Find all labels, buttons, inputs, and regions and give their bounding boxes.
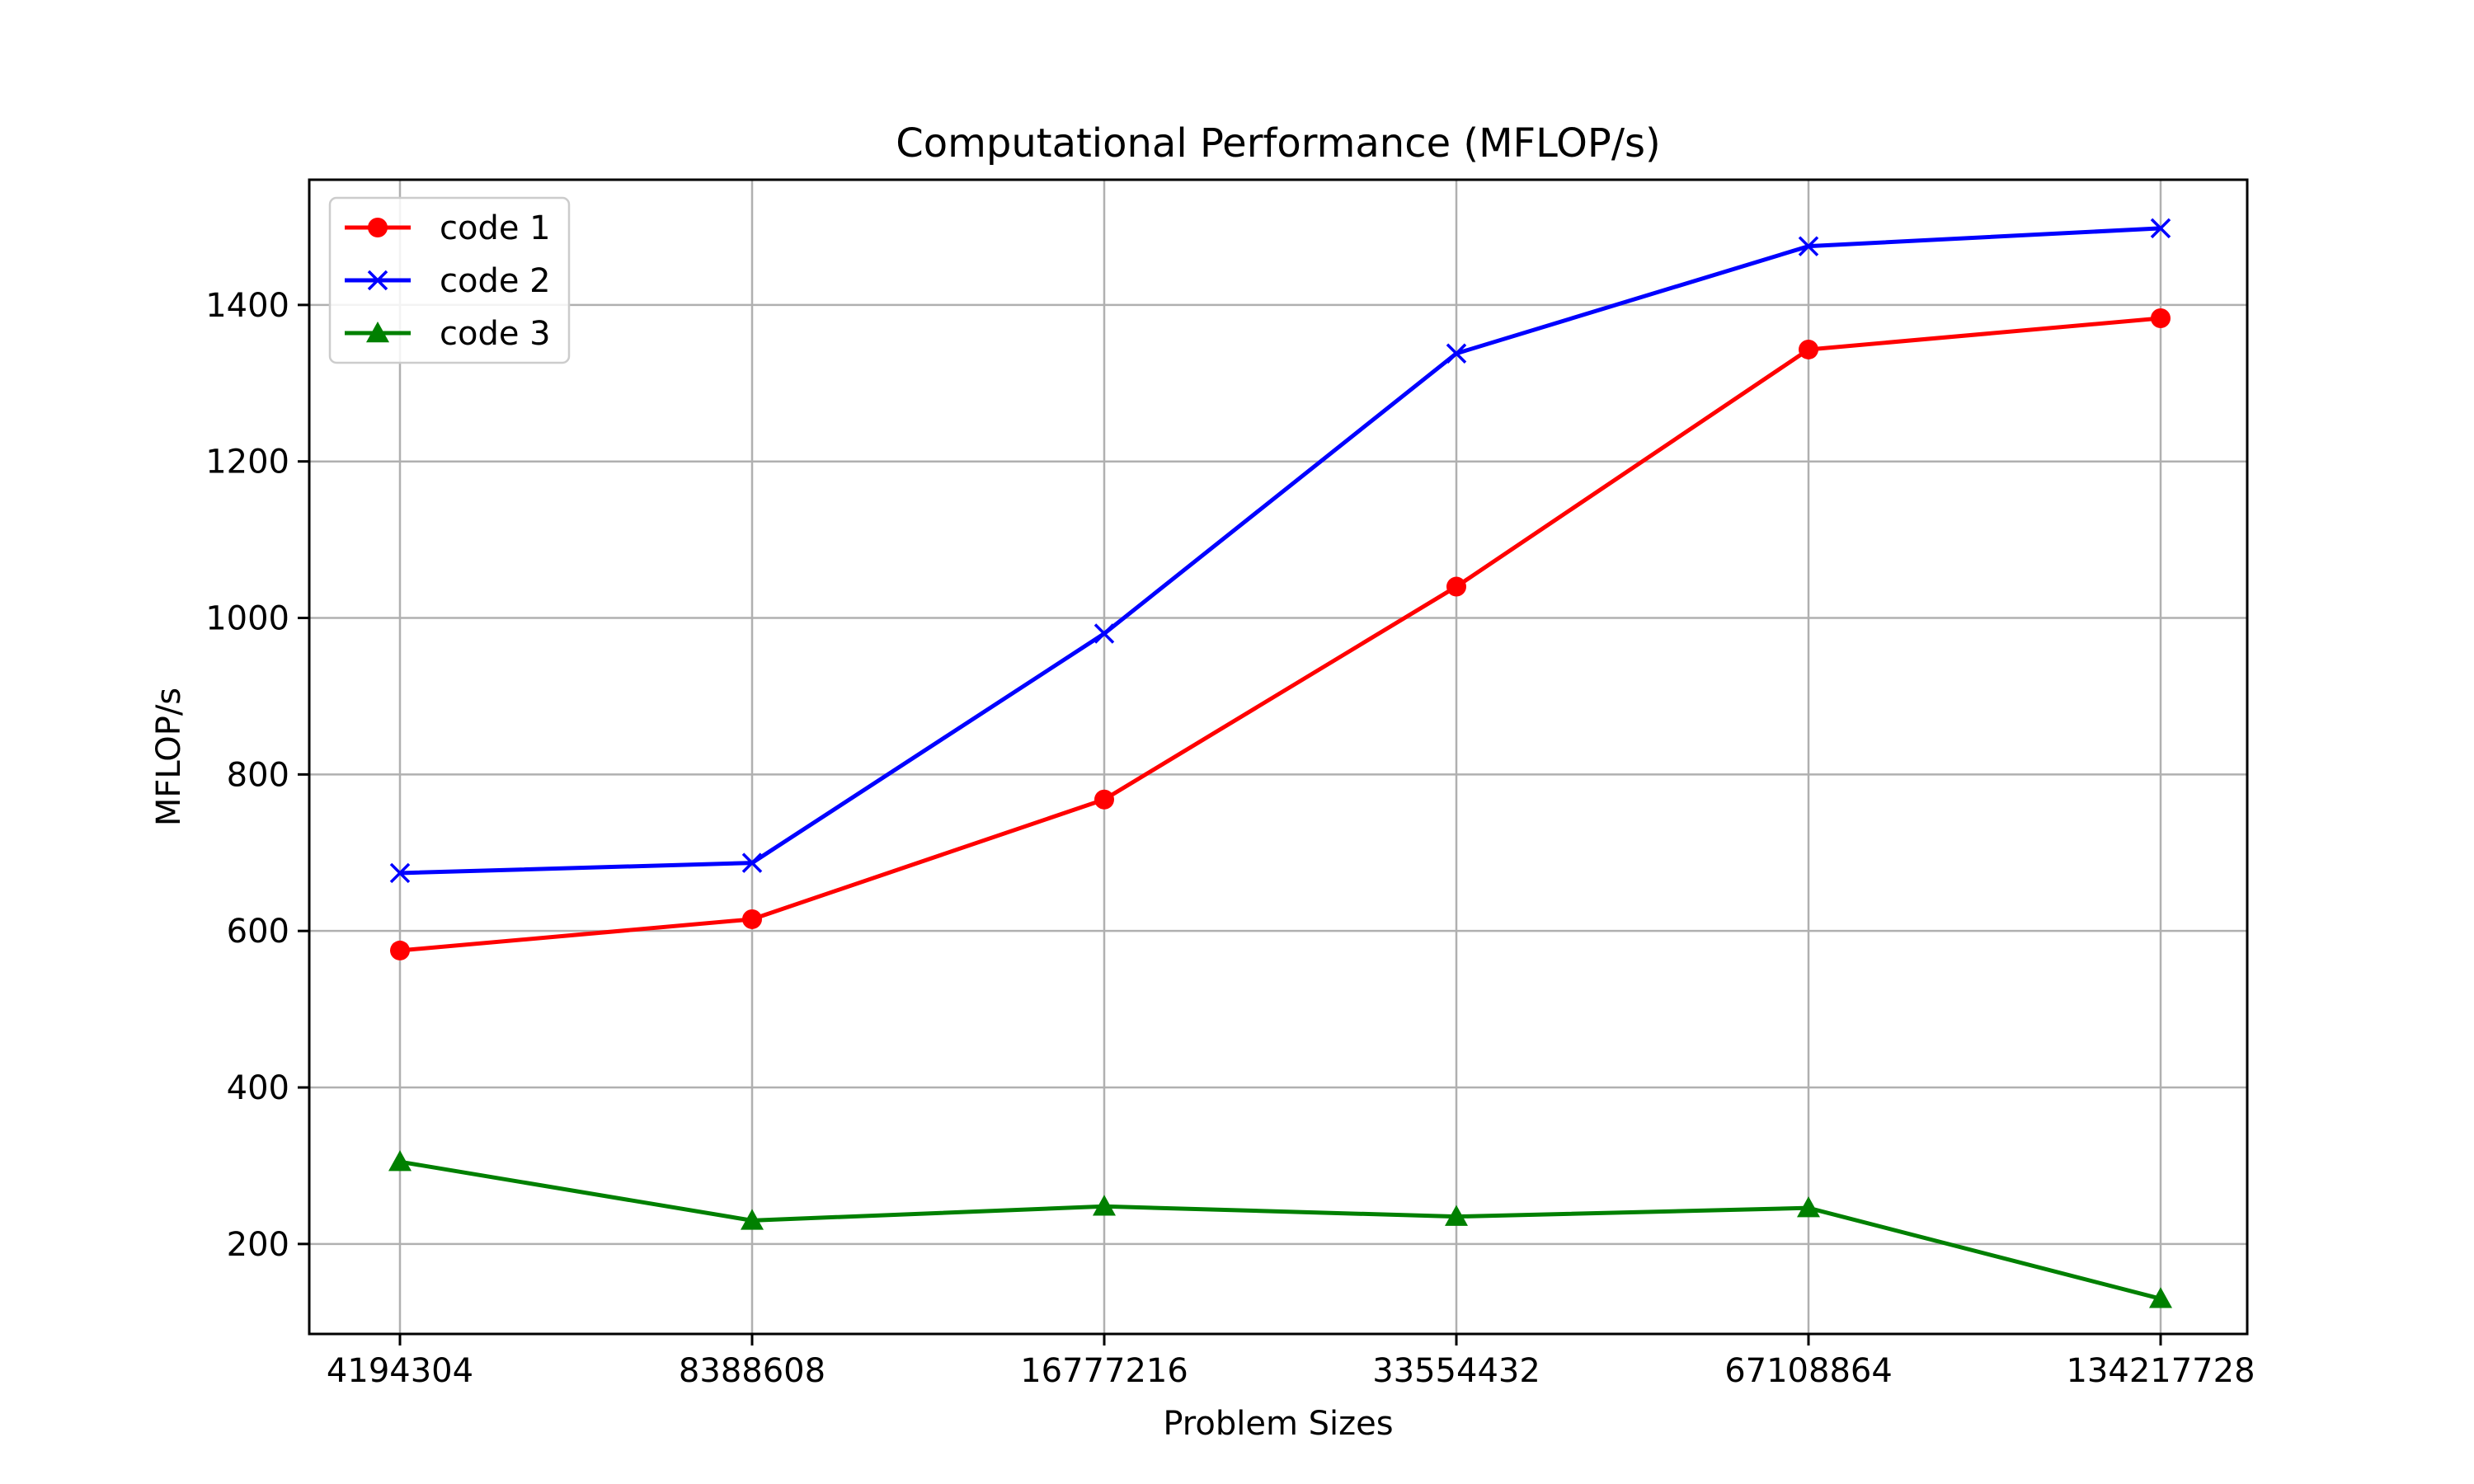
data-point xyxy=(1446,576,1466,597)
legend: code 1 code 2 code 3 xyxy=(328,196,571,364)
y-axis-label: MFLOP/s xyxy=(150,688,188,826)
series-code-2 xyxy=(389,218,2171,884)
data-point xyxy=(1093,1195,1116,1216)
data-point xyxy=(366,322,389,343)
x-tick-label: 134217728 xyxy=(2066,1352,2255,1390)
data-point xyxy=(1445,1205,1468,1226)
y-tick-label: 1200 xyxy=(205,444,289,481)
data-point xyxy=(1797,1196,1820,1218)
y-tick-label: 400 xyxy=(227,1069,289,1107)
series-line xyxy=(399,316,2161,953)
data-point xyxy=(1094,623,1115,644)
data-point xyxy=(741,852,763,873)
chart-title: Computational Performance (MFLOP/s) xyxy=(896,120,1661,167)
y-tick-label: 600 xyxy=(227,913,289,951)
x-tick-label: 33554432 xyxy=(1372,1352,1540,1390)
y-tick-label: 1000 xyxy=(205,600,289,638)
x-tick-label: 8388608 xyxy=(679,1352,825,1390)
data-point xyxy=(1446,343,1467,364)
legend-box xyxy=(328,196,571,364)
series-layer xyxy=(388,218,2172,1308)
y-tick-label: 800 xyxy=(227,756,289,794)
data-point xyxy=(2150,218,2171,239)
y-tick-label: 1400 xyxy=(205,287,289,325)
legend-item: code 3 xyxy=(345,315,551,353)
data-point xyxy=(2151,308,2171,328)
data-point xyxy=(388,1150,412,1172)
x-tick-label: 4194304 xyxy=(327,1352,473,1390)
data-point xyxy=(742,909,762,929)
data-point xyxy=(367,270,388,291)
data-point xyxy=(368,218,388,237)
legend-item: code 1 xyxy=(345,209,551,247)
y-tick-label: 200 xyxy=(227,1226,289,1264)
data-point xyxy=(741,1209,764,1230)
data-point xyxy=(1094,789,1114,810)
axis-ticks: 4194304 8388608 16777216 33554432 67108864 13… xyxy=(205,287,2255,1390)
data-point xyxy=(2149,1287,2172,1308)
series-code-3 xyxy=(388,1150,2172,1308)
series-line xyxy=(399,1159,2161,1301)
data-point xyxy=(390,940,410,960)
data-point xyxy=(1798,236,1819,256)
legend-label: code 1 xyxy=(440,209,551,247)
legend-label: code 3 xyxy=(440,315,551,353)
x-tick-label: 67108864 xyxy=(1724,1352,1893,1390)
series-line xyxy=(399,226,2161,876)
series-code-1 xyxy=(390,308,2171,960)
plot-frame xyxy=(308,178,2249,1336)
legend-item: code 2 xyxy=(345,262,551,300)
x-axis-label: Problem Sizes xyxy=(1163,1405,1393,1443)
legend-label: code 2 xyxy=(440,262,551,300)
data-point xyxy=(1799,339,1818,359)
x-tick-label: 16777216 xyxy=(1020,1352,1188,1390)
data-point xyxy=(389,862,411,884)
